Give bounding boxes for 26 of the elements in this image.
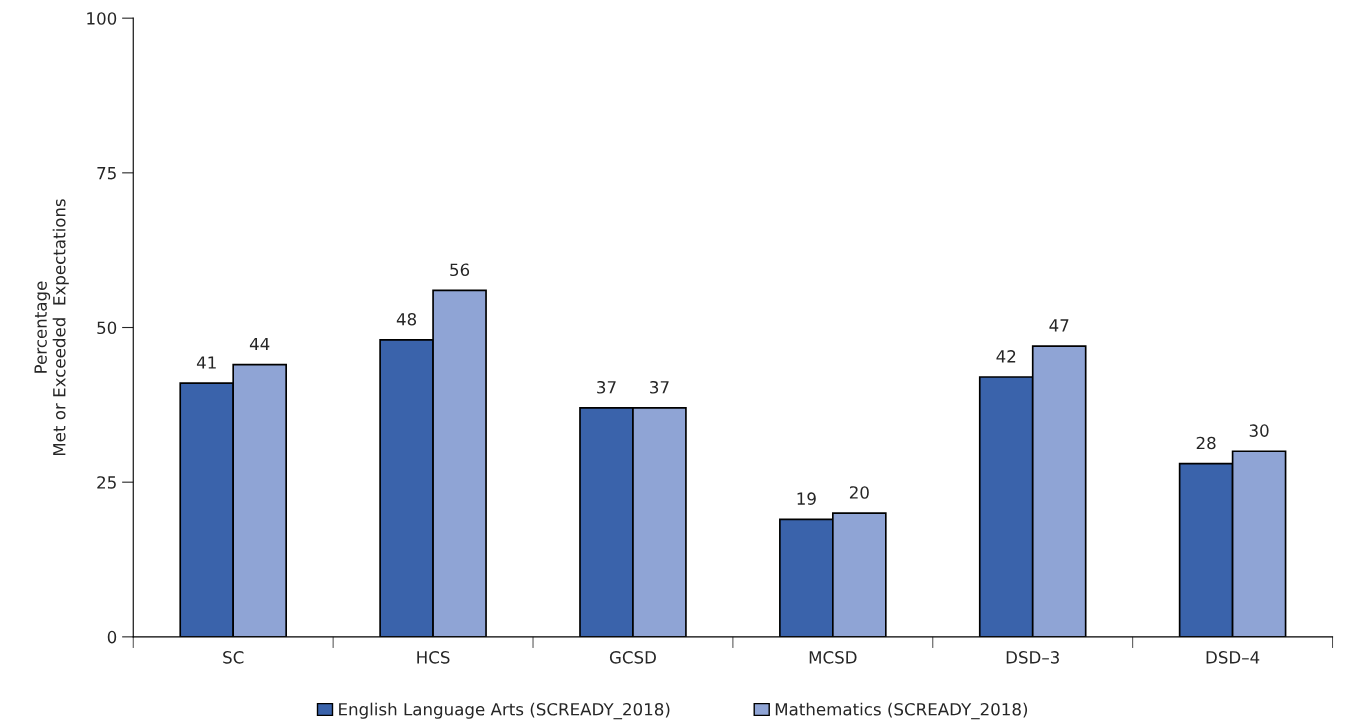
x-tick-label: HCS: [417, 651, 450, 664]
data-label: 48: [396, 312, 417, 326]
y-axis-title: Percentage Met or Exceeded Expectations: [34, 199, 69, 456]
data-label: 47: [1049, 319, 1069, 332]
y-tick-label: 25: [97, 476, 116, 489]
data-label: 37: [650, 380, 669, 394]
y-tick-label: 0: [107, 630, 117, 644]
y-tick-label: 75: [97, 167, 116, 180]
x-tick-label: MCSD: [809, 651, 857, 664]
data-label: 30: [1249, 424, 1269, 437]
x-tick-label: GCSD: [609, 651, 656, 664]
x-tick-label: DSD–3: [1006, 651, 1059, 664]
legend-label: Mathematics (SCREADY_2018): [775, 702, 1028, 720]
y-tick-label: 50: [97, 321, 117, 335]
x-tick-label: SC: [223, 651, 244, 664]
data-label: 42: [996, 350, 1016, 363]
data-label: 37: [597, 380, 616, 394]
x-tick-label: DSD–4: [1206, 651, 1260, 664]
data-label: 20: [849, 486, 869, 499]
legend-label: English Language Arts (SCREADY_2018): [339, 702, 670, 720]
data-label: 28: [1196, 436, 1216, 450]
data-label: 44: [249, 337, 270, 351]
data-label: 41: [196, 356, 216, 369]
data-label: 19: [797, 492, 816, 505]
y-tick-label: 100: [87, 12, 117, 25]
data-label: 56: [450, 263, 470, 277]
